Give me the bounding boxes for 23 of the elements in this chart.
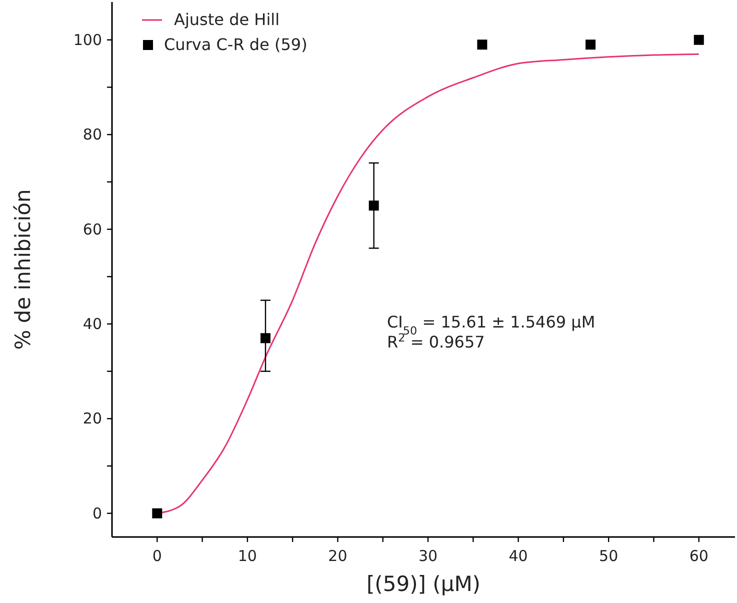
y-tick-label: 100 xyxy=(73,30,102,49)
point xyxy=(260,333,270,344)
x-tick-label: 20 xyxy=(328,547,348,565)
point xyxy=(694,34,704,45)
y-tick-label: 20 xyxy=(82,410,102,428)
point xyxy=(152,508,162,518)
legend-label: Ajuste de Hill xyxy=(174,10,280,29)
point xyxy=(477,40,488,50)
x-tick-label: 0 xyxy=(152,547,162,565)
x-axis-title: [(59)] (μM) xyxy=(366,572,481,596)
y-tick-label: 40 xyxy=(82,314,102,333)
y-tick-label: 80 xyxy=(82,126,102,144)
y-axis-title: % de inhibición xyxy=(11,189,35,350)
legend-label: Curva C-R de (59) xyxy=(164,35,308,54)
x-tick-label: 50 xyxy=(599,547,618,565)
point xyxy=(368,200,379,211)
point xyxy=(586,40,596,50)
x-tick-label: 30 xyxy=(418,547,438,565)
y-tick-label: 0 xyxy=(92,504,102,522)
x-tick-label: 10 xyxy=(238,547,257,565)
x-tick-label: 60 xyxy=(689,547,708,565)
y-tick-label: 60 xyxy=(82,220,102,238)
x-tick-label: 40 xyxy=(508,547,528,565)
